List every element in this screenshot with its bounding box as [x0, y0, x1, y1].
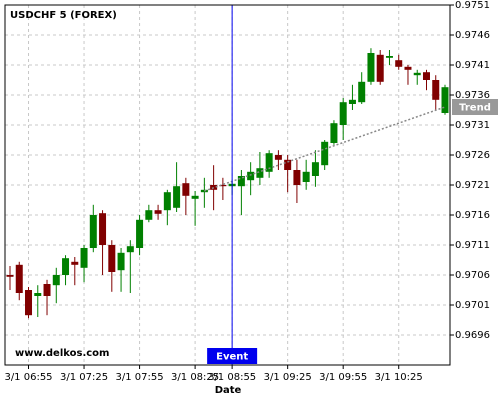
candle-body [108, 245, 116, 272]
x-tick-label: 3/1 08:55 [208, 372, 256, 383]
candle-body [117, 252, 125, 271]
candle-body [367, 53, 375, 82]
chart-title: USDCHF 5 (FOREX) [10, 10, 117, 21]
candle-body [404, 66, 412, 70]
candle-body [43, 284, 51, 296]
candle-body [219, 185, 227, 187]
candle-body [136, 219, 144, 248]
event-label-box [207, 348, 258, 364]
candle-body [154, 210, 162, 214]
trend-line [204, 106, 446, 192]
candle-body [293, 170, 301, 185]
trend-label-box [452, 99, 498, 115]
y-tick-label: 0.9711 [455, 240, 490, 251]
candle-body [274, 155, 282, 160]
candle-body [432, 80, 440, 100]
y-tick-label: 0.9746 [455, 30, 490, 41]
candle-body [348, 99, 356, 104]
candle-body [80, 248, 88, 268]
candle-body [302, 171, 310, 182]
candle-body [126, 246, 134, 253]
trend-label: Trend [459, 103, 491, 114]
y-tick-label: 0.9736 [455, 90, 490, 101]
y-tick-label: 0.9751 [455, 0, 490, 11]
x-tick-label: 3/1 09:55 [319, 372, 367, 383]
candle-body [256, 168, 264, 178]
candle-body [376, 54, 384, 82]
candle-body [395, 60, 403, 67]
candle-body [358, 81, 366, 103]
candle-body [89, 215, 97, 248]
candle-body [62, 258, 70, 275]
x-tick-label: 3/1 07:55 [116, 372, 164, 383]
y-tick-label: 0.9726 [455, 150, 490, 161]
candle-body [25, 290, 33, 316]
y-tick-label: 0.9731 [455, 120, 490, 131]
x-tick-label: 3/1 09:25 [264, 372, 312, 383]
x-tick-label: 3/1 10:25 [375, 372, 423, 383]
y-tick-label: 0.9741 [455, 60, 490, 71]
x-tick-label: 3/1 08:25 [171, 372, 219, 383]
candle-body [145, 210, 153, 220]
candle-body [173, 186, 181, 208]
candle-body [182, 183, 190, 196]
candle-body [163, 192, 171, 211]
candle-body [413, 72, 421, 76]
plot-frame [4, 4, 451, 366]
y-tick-label: 0.9716 [455, 210, 490, 221]
candle-body [311, 162, 319, 176]
candle-body [284, 159, 292, 170]
candle-body [71, 261, 79, 265]
candle-body [422, 72, 430, 80]
candle-body [237, 176, 245, 187]
y-tick-label: 0.9696 [455, 330, 490, 341]
x-tick-label: 3/1 06:55 [4, 372, 52, 383]
candle-body [34, 293, 42, 296]
candle-body [321, 141, 329, 166]
candle-body [265, 153, 273, 172]
watermark: www.delkos.com [15, 348, 109, 359]
candle-body [385, 56, 393, 58]
candle-body [441, 87, 449, 113]
candle-body [15, 264, 23, 293]
y-tick-label: 0.9701 [455, 300, 490, 311]
y-tick-label: 0.9721 [455, 180, 490, 191]
candle-body [339, 102, 347, 125]
x-tick-label: 3/1 07:25 [60, 372, 108, 383]
candle-body [6, 275, 14, 277]
x-axis-label: Date [215, 385, 242, 396]
candle-body [99, 213, 107, 245]
y-tick-label: 0.9706 [455, 270, 490, 281]
candle-body [330, 123, 338, 143]
candle-body [52, 275, 60, 286]
candle-body [191, 195, 199, 199]
event-label: Event [216, 352, 248, 363]
candle-body [247, 171, 255, 181]
